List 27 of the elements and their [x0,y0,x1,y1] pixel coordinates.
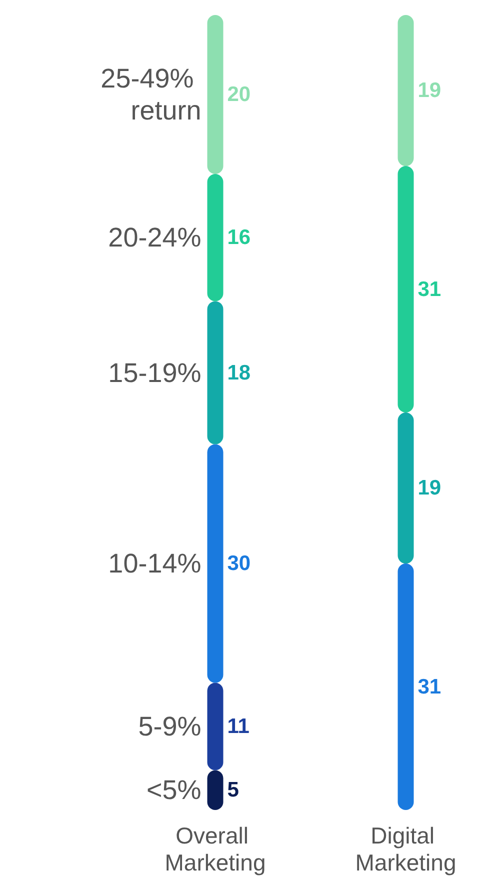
x-tick-label: Digital Marketing [355,822,456,876]
bar [398,564,414,810]
series-label: 25-49% return [100,64,202,126]
data-label: 16 [227,226,251,250]
bar [207,15,224,174]
bar [207,301,224,444]
data-label: 19 [418,79,442,102]
data-label: 31 [418,278,442,301]
data-label: 5 [227,778,240,802]
series-label: 20-24% [108,222,202,253]
data-label: 11 [227,715,250,738]
bar [207,174,224,302]
data-label: 30 [227,552,251,576]
data-label: 18 [227,361,251,384]
series-label: <5% [146,775,202,806]
series-label: 15-19% [108,358,202,388]
data-label: 20 [227,83,251,106]
data-label: 19 [418,476,442,500]
bar [398,166,414,412]
data-label: 31 [418,675,442,698]
bar [398,412,414,564]
bar [207,682,224,770]
series-label: 10-14% [108,548,202,579]
bar [207,444,224,683]
x-tick-label: Overall Marketing [164,822,266,876]
bar [398,15,414,166]
series-label: 5-9% [138,712,202,742]
